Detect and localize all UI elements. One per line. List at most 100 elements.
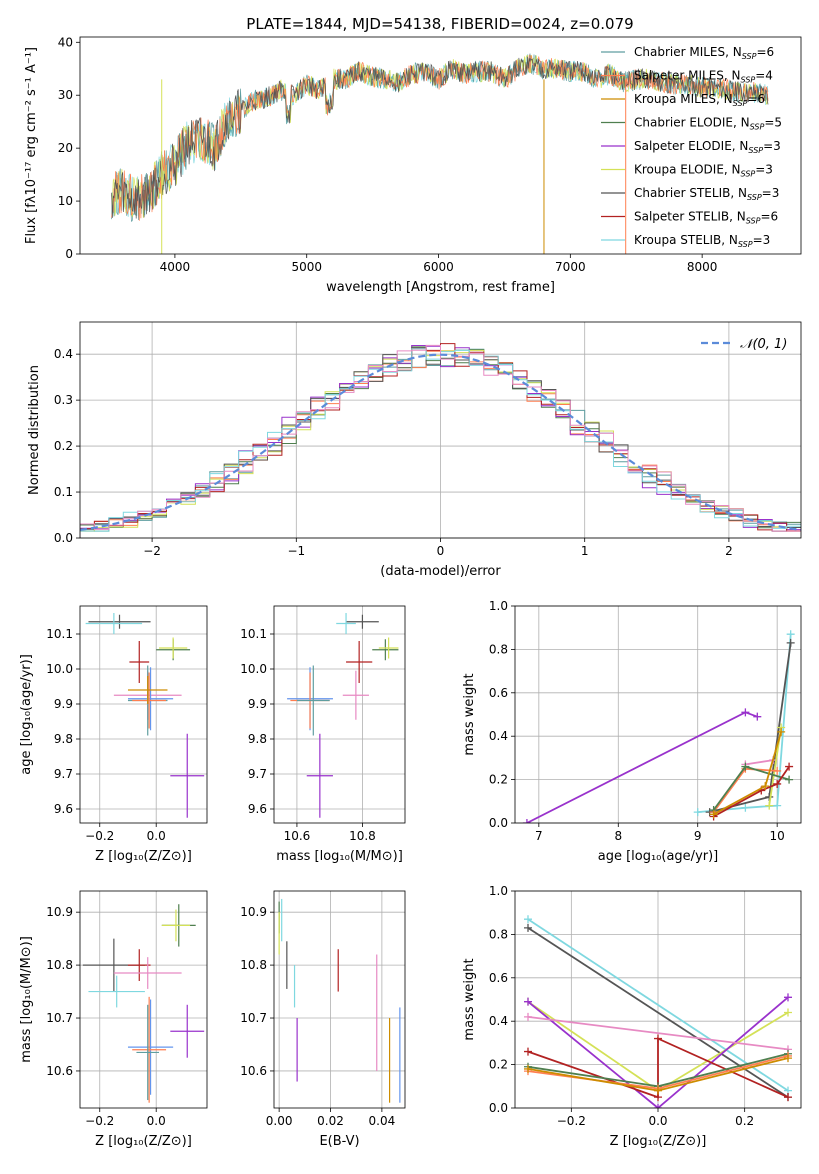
weight-marker [709, 810, 718, 819]
weight-marker [773, 801, 782, 810]
weight-marker [524, 1012, 532, 1021]
legend-label: Kroupa STELIB, NSSP=3 [634, 233, 770, 249]
weight_vs_Z-panel: −0.2 0.0 0.2 0.0 0.2 0.4 0.6 0.8 1.0 Z [log₁₀(Z/Z… [462, 884, 802, 1149]
residuals-ytick-label: 0.0 [54, 531, 73, 545]
mass_vs_Z-frame [79, 890, 208, 1109]
spectrum-line [111, 56, 769, 219]
age_vs_Z-frame [79, 605, 208, 824]
legend-label: Chabrier MILES, NSSP=6 [634, 45, 774, 61]
mass_vs_ebv-xtick-label: 0.04 [369, 1114, 396, 1128]
weight_vs_Z-plot-area [524, 915, 792, 1108]
age_vs_Z-ytick-label: 9.6 [54, 802, 73, 816]
weight-line [527, 918, 789, 1092]
normal-curve [80, 353, 801, 531]
legend-label: Chabrier STELIB, NSSP=3 [634, 186, 779, 202]
weight_vs_Z-ytick-label: 0.6 [489, 971, 508, 985]
age_vs_Z-xtick-label: 0.0 [147, 829, 166, 843]
spectrum-ytick-label: 10 [58, 194, 73, 208]
legend-label: Salpeter MILES, NSSP=4 [634, 69, 773, 85]
spectrum-panel: 4000 5000 6000 7000 8000 0 10 20 30 40 wavelength … [24, 35, 802, 295]
age_vs_mass-frame [273, 605, 406, 824]
weight_vs_Z-ytick-label: 0.4 [489, 1014, 508, 1028]
weight-marker [786, 630, 795, 639]
weight_vs_age-xtick-label: 10 [770, 829, 785, 843]
spectrum-xtick-label: 4000 [160, 260, 191, 274]
spectrum-ylabel: Flux [fλ10⁻¹⁷ erg cm⁻² s⁻¹ A⁻¹] [24, 47, 39, 244]
weight-marker [786, 638, 795, 647]
weight-marker [784, 1093, 792, 1102]
weight_vs_age-ytick-label: 0.6 [489, 686, 508, 700]
residuals-xlabel: (data-model)/error [380, 564, 501, 579]
weight-marker [753, 712, 762, 721]
weight_vs_Z-xtick-label: −0.2 [557, 1114, 586, 1128]
weight_vs_age-frame [514, 605, 802, 824]
spectrum-legend: Chabrier MILES, NSSP=6 Salpeter MILES, NS… [601, 45, 782, 249]
mass_vs_Z-xtick-label: 0.0 [147, 1114, 166, 1128]
weight-marker [524, 923, 532, 932]
weight-marker [522, 819, 531, 823]
mass_vs_Z-ytick-label: 10.9 [46, 905, 73, 919]
spectrum-plot-area [111, 53, 769, 254]
age_vs_Z-panel: −0.2 0.0 9.6 9.7 9.8 9.9 10.0 10.1 Z [log₁₀(Z/Z⊙… [19, 605, 208, 864]
mass_vs_ebv-xtick-label: 0.02 [317, 1114, 344, 1128]
mass_vs_Z-xlabel: Z [log₁₀(Z/Z⊙)] [95, 1134, 192, 1149]
residuals-xtick-label: 2 [725, 544, 733, 558]
spectrum-xtick-label: 7000 [555, 260, 586, 274]
spectrum-ytick-label: 40 [58, 35, 73, 49]
age_vs_mass-ytick-label: 9.7 [248, 767, 267, 781]
legend-label: Salpeter ELODIE, NSSP=3 [634, 139, 781, 155]
figure-title: PLATE=1844, MJD=54138, FIBERID=0024, z=0… [246, 15, 633, 33]
legend-label: Salpeter STELIB, NSSP=6 [634, 210, 778, 226]
weight-marker [773, 766, 782, 775]
weight_vs_Z-ytick-label: 0.8 [489, 927, 508, 941]
weight-marker [741, 803, 750, 812]
age_vs_Z-plot-area [85, 613, 205, 818]
weight-line [745, 759, 774, 766]
mass_vs_ebv-ytick-label: 10.6 [240, 1064, 267, 1078]
mass_vs_ebv-panel: 0.00 0.02 0.04 10.6 10.7 10.8 10.9 E(B-V) [240, 890, 406, 1149]
weight-marker [784, 1054, 792, 1063]
weight_vs_age-xtick-label: 8 [614, 829, 622, 843]
weight-marker [654, 1034, 662, 1043]
histogram-series [80, 344, 801, 538]
weight-marker [785, 775, 794, 784]
age_vs_mass-ytick-label: 9.9 [248, 697, 267, 711]
residuals-panel: −2 −1 0 1 2 0.0 0.1 0.2 0.3 0.4 (data-model)/error… [27, 321, 802, 579]
age_vs_mass-ytick-label: 9.8 [248, 732, 267, 746]
age_vs_Z-ytick-label: 9.9 [54, 697, 73, 711]
weight_vs_Z-ytick-label: 0.2 [489, 1058, 508, 1072]
age_vs_Z-ytick-label: 9.8 [54, 732, 73, 746]
weight-marker [524, 1064, 532, 1073]
legend-label: Chabrier ELODIE, NSSP=5 [634, 116, 782, 132]
weight-marker [693, 808, 702, 817]
weight_vs_age-ytick-label: 0.2 [489, 773, 508, 787]
weight-marker [654, 1104, 662, 1108]
age_vs_mass-ytick-label: 9.6 [248, 802, 267, 816]
weight_vs_age-ytick-label: 1.0 [489, 599, 508, 613]
age_vs_mass-xlabel: mass [log₁₀(M/M⊙)] [276, 849, 403, 864]
residuals-frame [79, 321, 802, 539]
weight-marker [777, 727, 786, 736]
weight_vs_age-ytick-label: 0.0 [489, 816, 508, 830]
weight_vs_Z-xtick-label: 0.2 [735, 1114, 754, 1128]
weight_vs_Z-frame [514, 890, 802, 1109]
mass_vs_Z-xtick-label: −0.2 [85, 1114, 114, 1128]
weight_vs_age-ytick-label: 0.4 [489, 729, 508, 743]
weight-marker [784, 1008, 792, 1017]
legend-label: Kroupa MILES, NSSP=6 [634, 92, 765, 108]
residuals-ytick-label: 0.2 [54, 439, 73, 453]
mass_vs_ebv-frame [273, 890, 406, 1109]
weight-marker [524, 915, 532, 924]
age_vs_Z-ytick-label: 10.0 [46, 662, 73, 676]
weight-marker [524, 1047, 532, 1056]
weight-marker [654, 1086, 662, 1095]
weight_vs_age-plot-area [522, 630, 795, 823]
mass_vs_ebv-xtick-label: 0.00 [266, 1114, 293, 1128]
residuals-xtick-label: −2 [143, 544, 161, 558]
mass_vs_Z-ytick-label: 10.8 [46, 958, 73, 972]
age_vs_Z-ylabel: age [log₁₀(age/yr)] [19, 654, 34, 775]
age_vs_mass-ytick-label: 10.0 [240, 662, 267, 676]
weight_vs_age-xtick-label: 7 [535, 829, 543, 843]
mass_vs_Z-ytick-label: 10.6 [46, 1064, 73, 1078]
